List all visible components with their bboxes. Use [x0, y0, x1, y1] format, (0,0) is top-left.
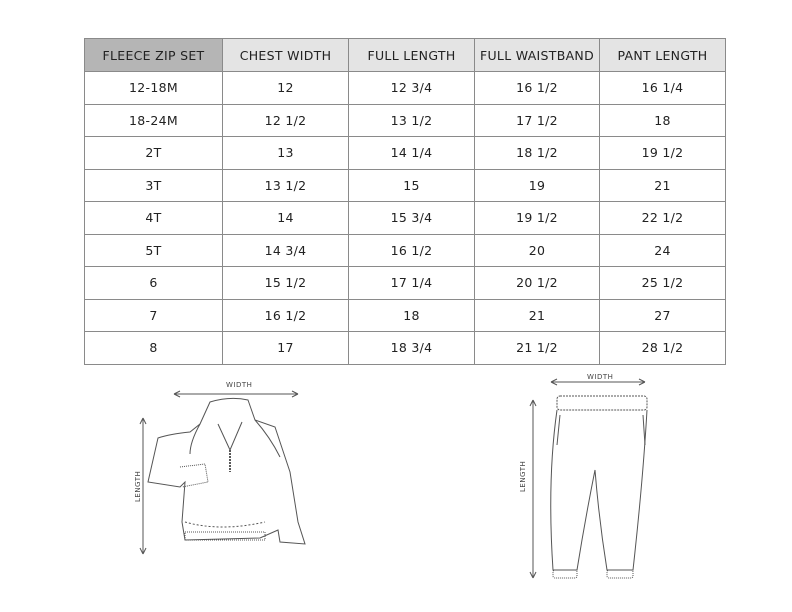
cell-chest-width: 12 1/2: [222, 103, 349, 137]
cell-full-waistband: 21 1/2: [474, 331, 600, 365]
cell-chest-width: 13 1/2: [222, 168, 349, 202]
cell-full-length: 12 3/4: [348, 71, 475, 105]
pants-diagram: WIDTH LENGTH: [519, 373, 648, 579]
cell-full-length: 17 1/4: [348, 266, 475, 300]
cell-size: 7: [84, 298, 223, 332]
cell-full-waistband: 20 1/2: [474, 266, 600, 300]
length-arrow: [529, 399, 537, 579]
table-row: 2T 13 14 1/4 18 1/2 19 1/2: [84, 136, 726, 170]
cell-chest-width: 14 3/4: [222, 233, 349, 267]
header-full-waistband: FULL WAISTBAND: [474, 38, 600, 72]
cell-full-length: 18 3/4: [348, 331, 475, 365]
cell-pant-length: 22 1/2: [599, 201, 726, 235]
table-row: 8 17 18 3/4 21 1/2 28 1/2: [84, 331, 726, 365]
cell-pant-length: 27: [599, 298, 726, 332]
cell-pant-length: 28 1/2: [599, 331, 726, 365]
cell-full-length: 14 1/4: [348, 136, 475, 170]
cell-chest-width: 14: [222, 201, 349, 235]
jacket-width-label: WIDTH: [226, 381, 252, 389]
cell-full-length: 15 3/4: [348, 201, 475, 235]
length-arrow: [139, 417, 147, 555]
header-pant-length: PANT LENGTH: [599, 38, 726, 72]
cell-size: 6: [84, 266, 223, 300]
table-header-row: FLEECE ZIP SET CHEST WIDTH FULL LENGTH F…: [84, 38, 726, 72]
cell-full-waistband: 18 1/2: [474, 136, 600, 170]
table-row: 5T 14 3/4 16 1/2 20 24: [84, 233, 726, 267]
cell-full-waistband: 17 1/2: [474, 103, 600, 137]
cell-size: 12-18M: [84, 71, 223, 105]
cell-full-waistband: 16 1/2: [474, 71, 600, 105]
cell-pant-length: 16 1/4: [599, 71, 726, 105]
header-full-length: FULL LENGTH: [348, 38, 475, 72]
cell-size: 2T: [84, 136, 223, 170]
cell-size: 18-24M: [84, 103, 223, 137]
cell-chest-width: 16 1/2: [222, 298, 349, 332]
cell-full-length: 16 1/2: [348, 233, 475, 267]
size-chart-table: FLEECE ZIP SET CHEST WIDTH FULL LENGTH F…: [84, 38, 726, 365]
cell-chest-width: 13: [222, 136, 349, 170]
pants-width-label: WIDTH: [587, 373, 613, 381]
table-row: 12-18M 12 12 3/4 16 1/2 16 1/4: [84, 71, 726, 105]
table-row: 4T 14 15 3/4 19 1/2 22 1/2: [84, 201, 726, 235]
jacket-diagram: WIDTH LENGTH: [134, 381, 306, 555]
width-arrow: [550, 378, 646, 386]
cell-pant-length: 24: [599, 233, 726, 267]
cell-full-waistband: 19: [474, 168, 600, 202]
cell-full-length: 18: [348, 298, 475, 332]
cell-pant-length: 18: [599, 103, 726, 137]
cell-pant-length: 21: [599, 168, 726, 202]
cell-full-length: 13 1/2: [348, 103, 475, 137]
cell-pant-length: 19 1/2: [599, 136, 726, 170]
table-row: 3T 13 1/2 15 19 21: [84, 168, 726, 202]
waistband: [556, 395, 648, 411]
cell-full-length: 15: [348, 168, 475, 202]
pants-outline: [550, 409, 648, 571]
cell-size: 3T: [84, 168, 223, 202]
cell-chest-width: 15 1/2: [222, 266, 349, 300]
jacket-outline: [147, 397, 306, 545]
pants-length-label: LENGTH: [519, 461, 527, 492]
cell-chest-width: 17: [222, 331, 349, 365]
cell-size: 8: [84, 331, 223, 365]
cell-full-waistband: 20: [474, 233, 600, 267]
cell-size: 5T: [84, 233, 223, 267]
width-arrow: [173, 390, 299, 398]
cell-full-waistband: 19 1/2: [474, 201, 600, 235]
cell-size: 4T: [84, 201, 223, 235]
table-row: 6 15 1/2 17 1/4 20 1/2 25 1/2: [84, 266, 726, 300]
table-row: 7 16 1/2 18 21 27: [84, 298, 726, 332]
cell-full-waistband: 21: [474, 298, 600, 332]
header-fleece-zip-set: FLEECE ZIP SET: [84, 38, 223, 72]
cell-chest-width: 12: [222, 71, 349, 105]
table-row: 18-24M 12 1/2 13 1/2 17 1/2 18: [84, 103, 726, 137]
cell-pant-length: 25 1/2: [599, 266, 726, 300]
header-chest-width: CHEST WIDTH: [222, 38, 349, 72]
jacket-length-label: LENGTH: [134, 471, 142, 502]
